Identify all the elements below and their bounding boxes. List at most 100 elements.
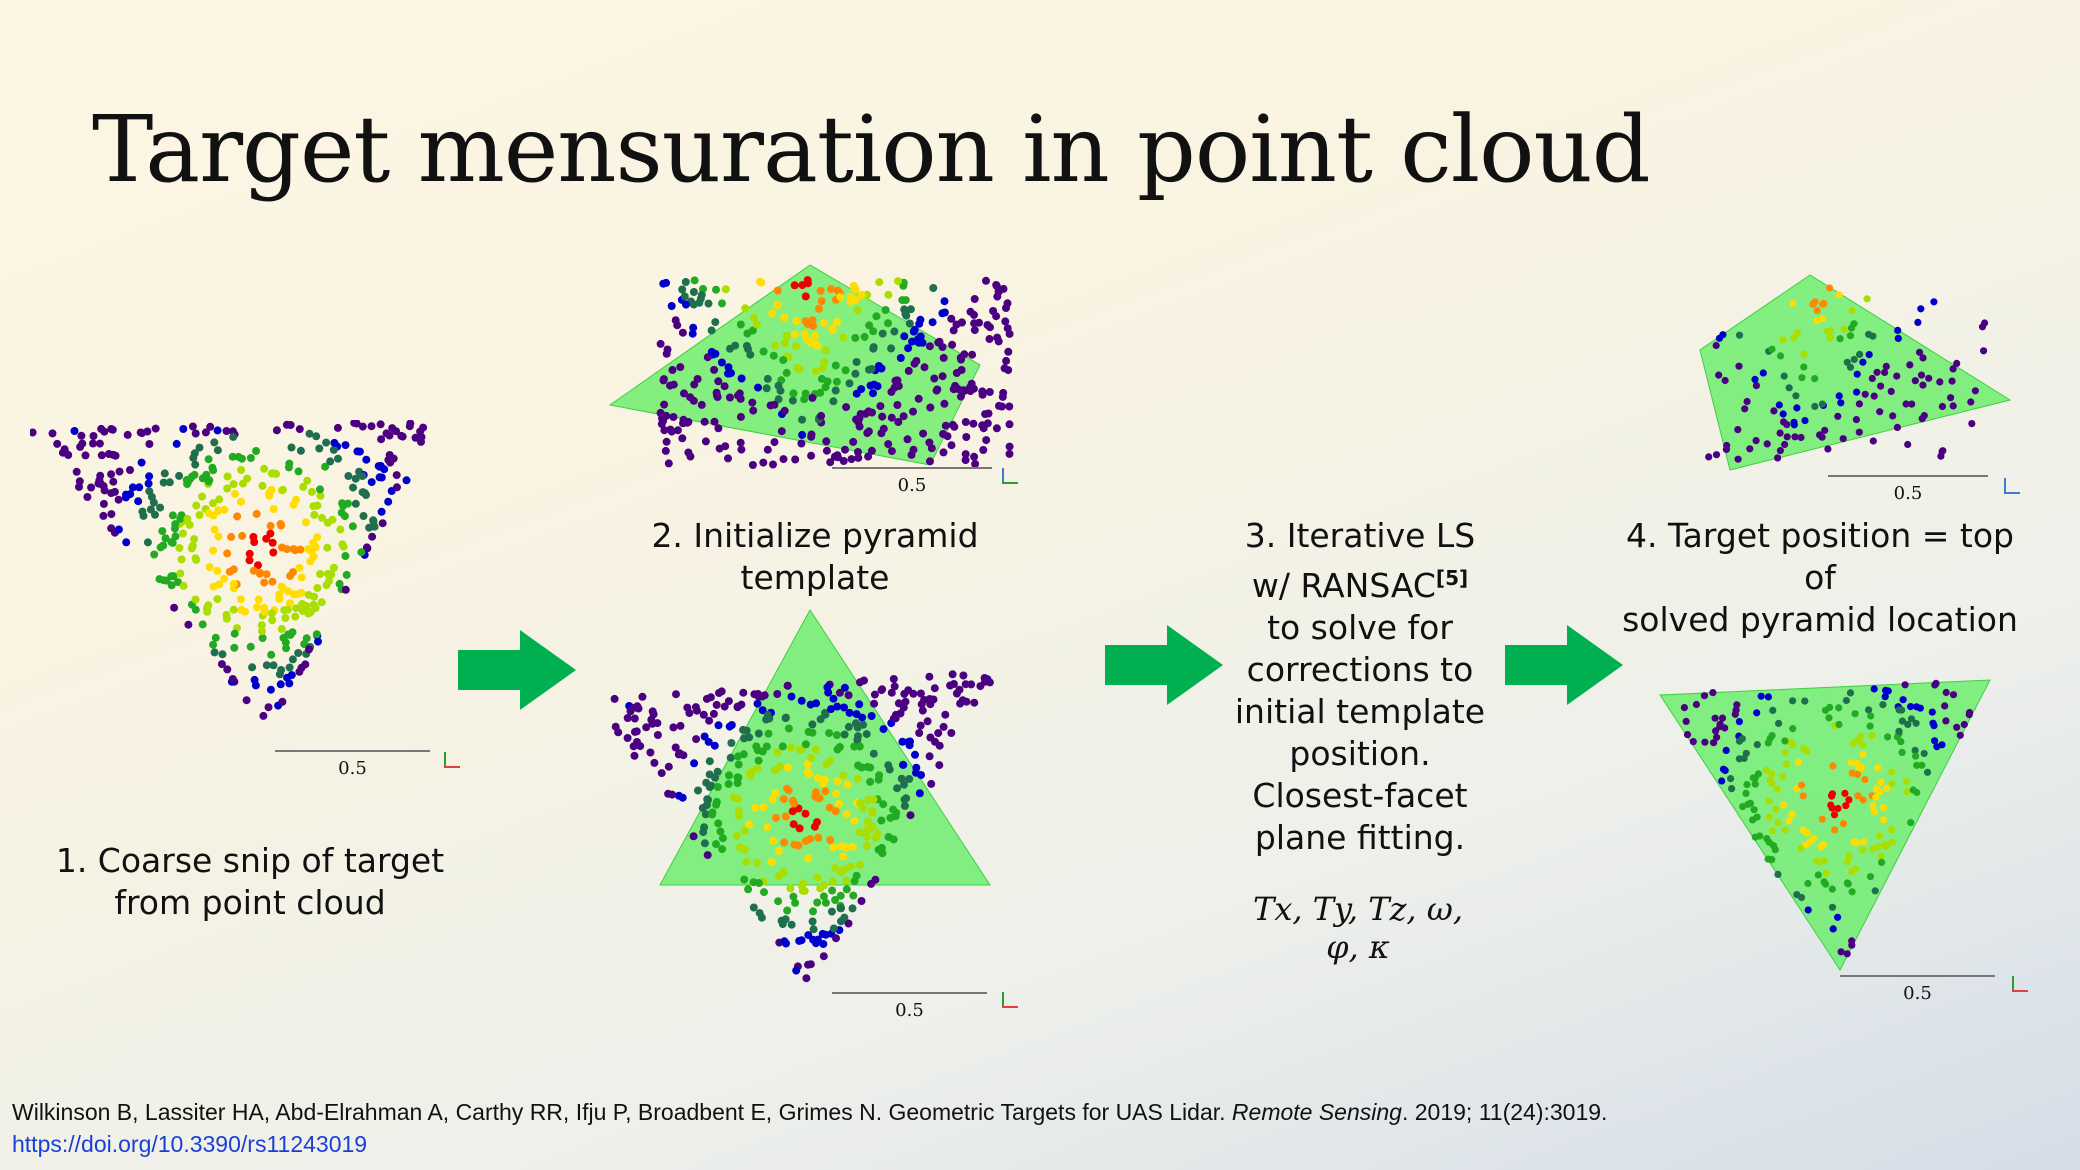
lidar-point [925,752,934,761]
lidar-point [299,482,308,491]
lidar-point [1865,330,1873,338]
lidar-point [307,487,316,496]
lidar-point [978,390,987,399]
lidar-point [734,794,743,803]
lidar-point [831,864,840,873]
lidar-point [805,770,814,779]
lidar-point [667,302,676,310]
lidar-point [1765,797,1773,805]
lidar-point [638,692,647,701]
lidar-point [1928,708,1936,716]
lidar-point [646,748,655,757]
lidar-point [819,940,828,948]
lidar-point [833,453,842,462]
lidar-point [726,753,735,762]
lidar-point [813,873,822,882]
lidar-point [724,780,733,788]
lidar-point [294,649,303,657]
lidar-point [1846,689,1855,697]
lidar-point [957,366,966,374]
lidar-point [1718,714,1727,722]
lidar-point [1733,701,1741,709]
lidar-point [179,581,188,590]
lidar-point [784,786,793,795]
lidar-point [1721,724,1729,732]
lidar-point [806,834,815,843]
lidar-point [975,318,983,327]
lidar-point [405,422,414,431]
lidar-point [1811,298,1819,306]
lidar-point [860,676,868,685]
lidar-point [1819,841,1827,849]
lidar-point [1917,371,1926,379]
lidar-point [1909,786,1917,794]
lidar-point [277,625,286,633]
lidar-point [904,366,913,375]
lidar-point [1834,804,1842,813]
lidar-point [920,363,929,372]
lidar-point [835,688,844,697]
axes-indicator [2012,976,2028,992]
lidar-point [184,620,193,629]
lidar-point [865,321,874,330]
scale-bar: 0.5 [832,992,987,1021]
lidar-point [782,332,791,341]
lidar-point [1005,402,1014,411]
lidar-point [342,570,351,579]
lidar-point [266,521,275,530]
lidar-point [763,445,772,454]
lidar-point [1868,374,1876,383]
lidar-point [816,286,825,295]
lidar-point [1881,368,1889,376]
lidar-point [1005,420,1014,429]
lidar-point [754,383,762,392]
lidar-point [159,541,168,550]
lidar-point [725,722,734,731]
lidar-point [734,391,742,400]
lidar-point [814,304,823,313]
lidar-point [1887,387,1895,395]
lidar-point [1843,858,1851,866]
lidar-point [1751,375,1759,383]
lidar-point [710,365,719,374]
lidar-point [238,531,247,540]
lidar-point [787,692,796,701]
lidar-point [167,572,176,581]
lidar-point [684,418,693,426]
lidar-point [676,721,685,730]
lidar-point [1790,334,1798,342]
step-2-caption: 2. Initialize pyramid template [651,516,979,597]
lidar-point [1913,761,1921,769]
lidar-point [1856,350,1864,358]
lidar-point [294,467,303,476]
lidar-point [1870,392,1878,400]
lidar-point [83,493,92,501]
lidar-point [822,437,831,446]
lidar-point [915,789,924,798]
lidar-point [801,740,810,749]
lidar-point [1931,737,1939,745]
lidar-point [175,471,184,480]
lidar-point [1731,710,1739,718]
lidar-point [919,429,928,438]
lidar-point [229,579,238,588]
lidar-point [690,380,699,389]
lidar-point [675,749,684,758]
lidar-point [887,413,896,422]
lidar-point [1818,400,1826,408]
lidar-point [78,439,87,448]
lidar-point [253,603,261,612]
lidar-point [322,581,331,590]
lidar-point [905,741,914,750]
lidar-point [1824,445,1832,453]
lidar-point [878,412,887,421]
doi-link[interactable]: https://doi.org/10.3390/rs11243019 [12,1131,368,1157]
lidar-point [287,443,296,452]
lidar-point [1680,704,1688,712]
lidar-point [673,426,682,435]
lidar-point [795,824,804,833]
lidar-point [948,670,957,679]
lidar-point [848,904,857,913]
lidar-point [1772,805,1780,814]
lidar-point [906,811,915,820]
